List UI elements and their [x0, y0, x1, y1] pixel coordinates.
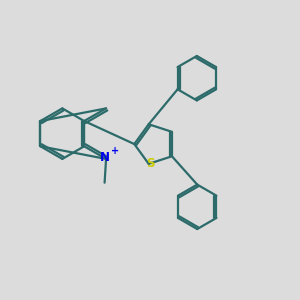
Text: +: +	[111, 146, 119, 156]
Text: S: S	[146, 157, 154, 170]
Text: N: N	[100, 151, 110, 164]
